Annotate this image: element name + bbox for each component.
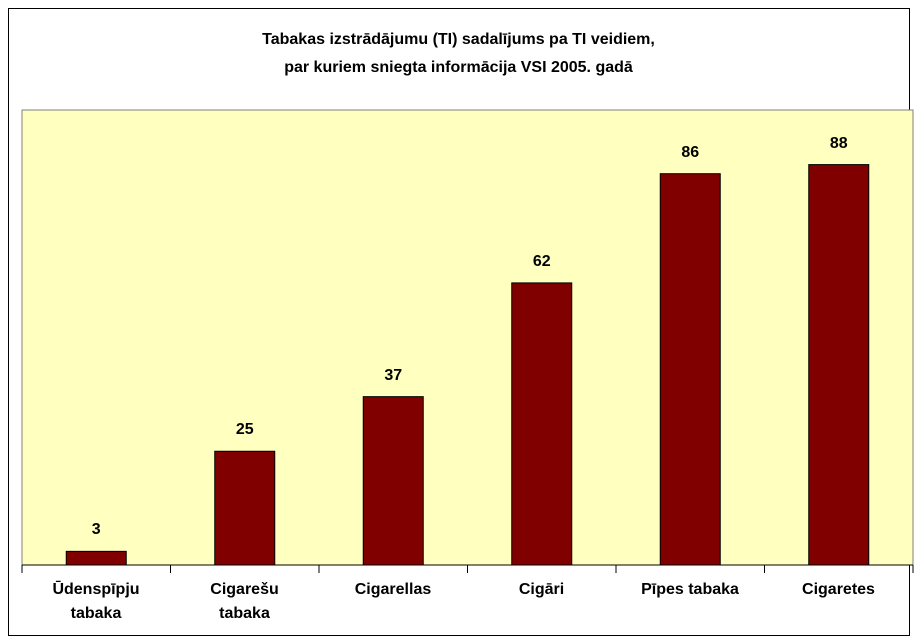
- data-label: 62: [532, 252, 551, 270]
- data-label: 88: [829, 134, 848, 152]
- x-tick-label: Cigarellas: [354, 581, 432, 598]
- bar: [511, 282, 573, 566]
- x-tick-label: Cigāri: [518, 581, 565, 598]
- data-label: 25: [235, 421, 254, 439]
- plot-area: [21, 109, 914, 566]
- data-label: 3: [91, 521, 101, 539]
- x-tick-label: Cigarešu tabaka: [210, 581, 279, 622]
- bar: [659, 173, 721, 566]
- chart-title: Tabakas izstrādājumu (TI) sadalījums pa …: [262, 31, 655, 76]
- x-tick-label: Cigaretes: [802, 581, 875, 598]
- bar: [214, 450, 276, 566]
- x-tick-label: Ūdenspīpju tabaka: [52, 581, 140, 622]
- bar: [65, 550, 127, 566]
- bar: [808, 164, 870, 566]
- bar: [362, 396, 424, 566]
- data-label: 37: [384, 366, 403, 384]
- x-tick-label: Pīpes tabaka: [641, 581, 739, 598]
- data-label: 86: [681, 143, 700, 161]
